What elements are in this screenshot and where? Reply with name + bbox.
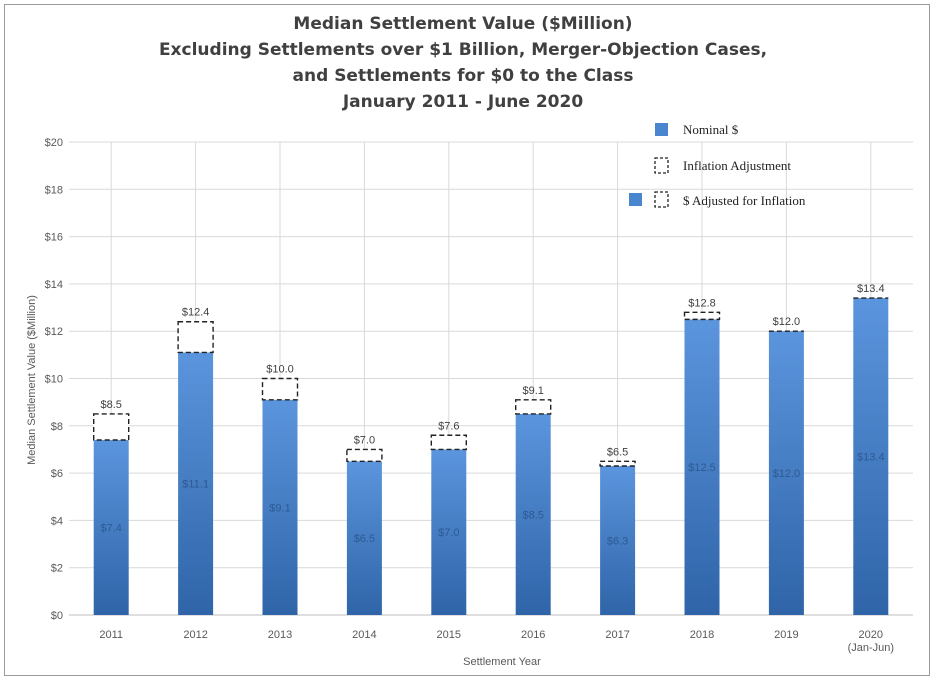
data-label-adjusted: $8.5 [100,399,121,411]
legend-inflation-swatch [654,157,669,174]
data-label-adjusted: $9.1 [522,385,543,397]
data-label-adjusted: $12.4 [182,307,210,319]
y-tick-label: $4 [51,515,63,527]
y-tick-label: $12 [45,326,63,338]
legend-adjusted-swatch-filled [629,193,642,206]
y-axis-label: Median Settlement Value ($Million) [26,295,38,465]
bar-nominal-2017 [600,466,636,615]
y-tick-label: $14 [45,279,63,291]
data-label-nominal: $6.3 [607,536,628,548]
chart-title-line-2: Excluding Settlements over $1 Billion, M… [159,40,767,60]
x-tick-label: 2013 [268,629,292,641]
bar-inflation-adjustment-2016 [515,399,552,415]
data-label-adjusted: $13.4 [857,283,885,295]
chart-frame: $8.5 $7.4 $12.4 $11.1 $10.0 $9.1 $7.0 $6.5 $7.6 $… [4,4,930,676]
bar-nominal-2011 [93,439,129,615]
data-label-adjusted: $12.8 [688,297,716,309]
data-label-nominal: $7.0 [438,527,459,539]
legend: Nominal $ Inflation Adjustment $ Adjuste… [629,122,806,208]
bar-chart: $8.5$7.4$12.4$11.1$10.0$9.1$7.0$6.5$7.6$… [26,14,913,668]
legend-nominal-label: Nominal $ [683,122,739,137]
data-label-nominal: $12.5 [688,462,716,474]
bar-nominal-2019 [768,331,804,615]
data-label-nominal: $6.5 [354,533,375,545]
x-tick-label: 2020 [859,629,883,641]
x-tick-label: 2017 [605,629,629,641]
bar-nominal-2012 [178,352,214,615]
data-label-adjusted: $7.6 [438,420,459,432]
x-tick-label: 2012 [183,629,207,641]
data-label-nominal: $7.4 [100,522,121,534]
legend-inflation-label: Inflation Adjustment [683,158,791,173]
y-tick-label: $18 [45,184,63,196]
x-tick-label: 2014 [352,629,376,641]
y-tick-label: $8 [51,421,63,433]
y-tick-label: $6 [51,468,63,480]
bar-inflation-adjustment-2013 [261,377,299,401]
chart-title-line-1: Median Settlement Value ($Million) [293,14,632,34]
data-label-adjusted: $10.0 [266,364,294,376]
data-label-nominal: $12.0 [773,468,801,480]
x-tick-sublabel: (Jan-Jun) [848,642,894,654]
data-label-adjusted: $6.5 [607,446,628,458]
axis-ticks: $0 $2 $4 $6 $8 $10 $12 $14 $16 $18 $20 2011 2012 2013… [45,137,894,654]
bars [92,297,889,615]
bar-inflation-adjustment-2011 [92,413,130,441]
bar-nominal-2020 [853,298,889,615]
data-label-nominal: $8.5 [522,509,543,521]
data-label-nominal: $13.4 [857,452,885,464]
data-label-adjusted: $7.0 [354,434,375,446]
bar-inflation-adjustment-2018 [683,311,721,321]
bar-nominal-2016 [515,413,551,615]
y-tick-label: $2 [51,563,63,575]
bar-nominal-2013 [262,399,298,615]
legend-adjusted-swatch-dashed [654,191,669,208]
bar-inflation-adjustment-2015 [430,434,467,451]
bar-nominal-2015 [431,449,467,615]
x-tick-label: 2011 [99,629,123,641]
data-labels: $8.5 $7.4 $12.4 $11.1 $10.0 $9.1 $7.0 $6.5 $7.6 $… [100,283,884,547]
y-tick-label: $10 [45,374,63,386]
x-tick-label: 2016 [521,629,545,641]
y-tick-label: $0 [51,610,63,622]
y-tick-label: $16 [45,232,63,244]
bar-nominal-2014 [346,461,382,615]
data-label-nominal: $11.1 [182,479,209,491]
data-label-adjusted: $12.0 [773,316,801,328]
bar-inflation-adjustment-2014 [346,448,383,462]
x-tick-label: 2019 [774,629,798,641]
bar-inflation-adjustment-2012 [177,321,214,354]
data-label-nominal: $9.1 [269,502,290,514]
legend-adjusted-label: $ Adjusted for Inflation [683,193,806,208]
legend-nominal-swatch [655,123,668,136]
x-axis-label: Settlement Year [463,656,541,668]
x-tick-label: 2018 [690,629,714,641]
bar-inflation-adjustment-2017 [599,460,636,467]
chart-title-line-4: January 2011 - June 2020 [342,92,584,112]
chart-title-line-3: and Settlements for $0 to the Class [293,66,634,86]
bar-nominal-2018 [684,319,720,615]
y-tick-label: $20 [45,137,63,149]
x-tick-label: 2015 [437,629,461,641]
